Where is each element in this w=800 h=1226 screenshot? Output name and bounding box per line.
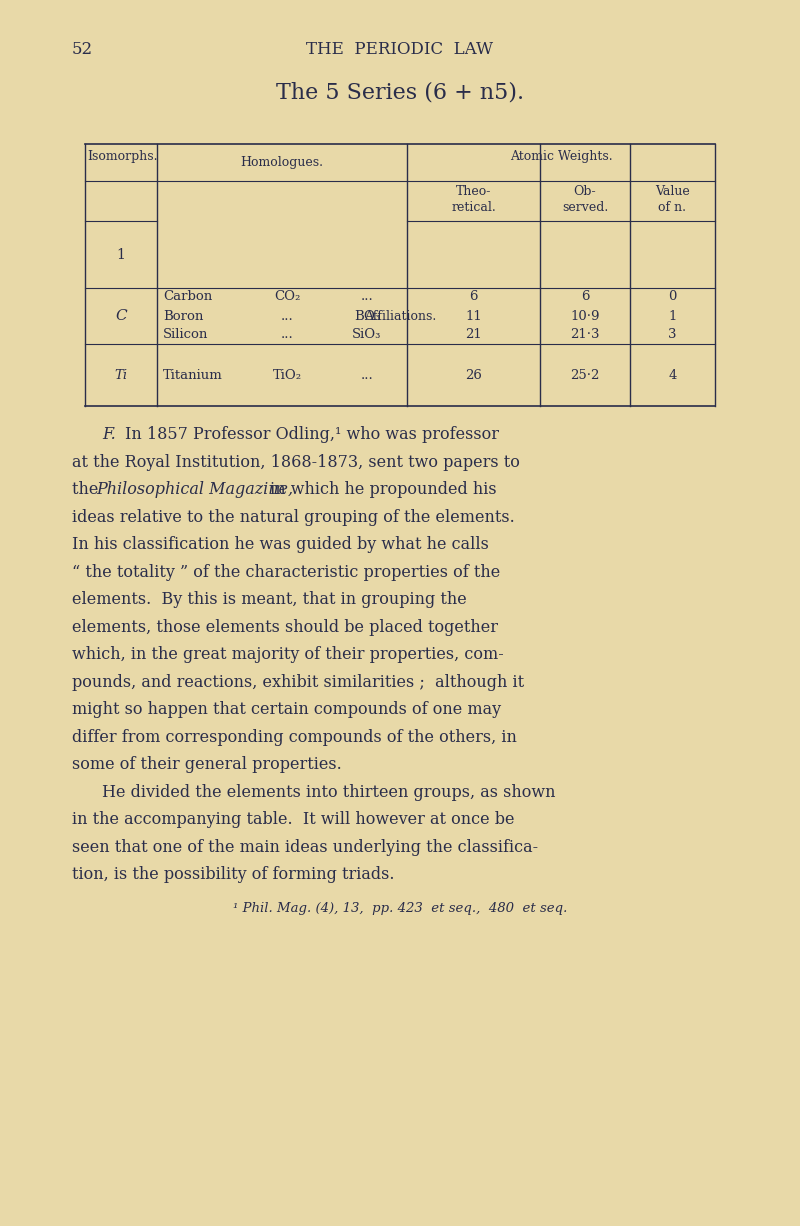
- Text: 21: 21: [465, 329, 482, 342]
- Text: Theo-: Theo-: [456, 185, 491, 199]
- Text: Philosophical Magazine,: Philosophical Magazine,: [97, 481, 294, 498]
- Text: F.: F.: [102, 425, 116, 443]
- Text: 0: 0: [668, 291, 677, 304]
- Text: CO₂: CO₂: [274, 291, 300, 304]
- Text: served.: served.: [562, 201, 608, 215]
- Text: differ from corresponding compounds of the others, in: differ from corresponding compounds of t…: [72, 728, 517, 745]
- Text: Homologues.: Homologues.: [241, 156, 323, 169]
- Text: seen that one of the main ideas underlying the classifica-: seen that one of the main ideas underlyi…: [72, 839, 538, 856]
- Text: ideas relative to the natural grouping of the elements.: ideas relative to the natural grouping o…: [72, 509, 514, 526]
- Text: 52: 52: [72, 40, 93, 58]
- Text: in which he propounded his: in which he propounded his: [265, 481, 497, 498]
- Text: Ti: Ti: [114, 369, 127, 381]
- Text: Titanium: Titanium: [163, 369, 222, 381]
- Text: ...: ...: [281, 309, 294, 322]
- Text: Value: Value: [655, 185, 690, 199]
- Text: ...: ...: [281, 329, 294, 342]
- Text: Ob-: Ob-: [574, 185, 596, 199]
- Text: 1: 1: [117, 248, 126, 261]
- Text: 25·2: 25·2: [570, 369, 600, 381]
- Text: Affiliations.: Affiliations.: [364, 309, 436, 322]
- Text: elements, those elements should be placed together: elements, those elements should be place…: [72, 618, 498, 635]
- Text: 1: 1: [668, 309, 677, 322]
- Text: The 5 Series (6 + n5).: The 5 Series (6 + n5).: [276, 81, 524, 103]
- Text: In 1857 Professor Odling,¹ who was professor: In 1857 Professor Odling,¹ who was profe…: [125, 425, 499, 443]
- Text: THE  PERIODIC  LAW: THE PERIODIC LAW: [306, 40, 494, 58]
- Text: 3: 3: [668, 329, 677, 342]
- Text: 26: 26: [465, 369, 482, 381]
- Text: pounds, and reactions, exhibit similarities ;  although it: pounds, and reactions, exhibit similarit…: [72, 673, 524, 690]
- Text: SiO₃: SiO₃: [352, 329, 382, 342]
- Text: 10·9: 10·9: [570, 309, 600, 322]
- Text: retical.: retical.: [451, 201, 496, 215]
- Text: ...: ...: [361, 369, 374, 381]
- Text: 6: 6: [470, 291, 478, 304]
- Text: at the Royal Institution, 1868-1873, sent two papers to: at the Royal Institution, 1868-1873, sen…: [72, 454, 520, 471]
- Text: 21·3: 21·3: [570, 329, 600, 342]
- Text: Carbon: Carbon: [163, 291, 212, 304]
- Text: of n.: of n.: [658, 201, 686, 215]
- Text: He divided the elements into thirteen groups, as shown: He divided the elements into thirteen gr…: [102, 783, 555, 801]
- Text: C: C: [115, 309, 127, 322]
- Text: ¹ Phil. Mag. (4), 13,  pp. 423  et seq.,  480  et seq.: ¹ Phil. Mag. (4), 13, pp. 423 et seq., 4…: [233, 902, 567, 915]
- Text: ...: ...: [361, 291, 374, 304]
- Text: tion, is the possibility of forming triads.: tion, is the possibility of forming tria…: [72, 866, 394, 883]
- Text: TiO₂: TiO₂: [273, 369, 302, 381]
- Text: might so happen that certain compounds of one may: might so happen that certain compounds o…: [72, 701, 501, 718]
- Text: 6: 6: [581, 291, 590, 304]
- Text: which, in the great majority of their properties, com-: which, in the great majority of their pr…: [72, 646, 504, 663]
- Text: Atomic Weights.: Atomic Weights.: [510, 150, 612, 163]
- Text: elements.  By this is meant, that in grouping the: elements. By this is meant, that in grou…: [72, 591, 466, 608]
- Text: Isomorphs.: Isomorphs.: [87, 150, 158, 163]
- Text: some of their general properties.: some of their general properties.: [72, 756, 342, 774]
- Text: “ the totality ” of the characteristic properties of the: “ the totality ” of the characteristic p…: [72, 564, 500, 580]
- Text: Silicon: Silicon: [163, 329, 208, 342]
- Text: 11: 11: [465, 309, 482, 322]
- Text: BO₃: BO₃: [354, 309, 380, 322]
- Text: the: the: [72, 481, 103, 498]
- Text: Boron: Boron: [163, 309, 203, 322]
- Text: 4: 4: [668, 369, 677, 381]
- Text: In his classification he was guided by what he calls: In his classification he was guided by w…: [72, 536, 489, 553]
- Text: in the accompanying table.  It will however at once be: in the accompanying table. It will howev…: [72, 812, 514, 828]
